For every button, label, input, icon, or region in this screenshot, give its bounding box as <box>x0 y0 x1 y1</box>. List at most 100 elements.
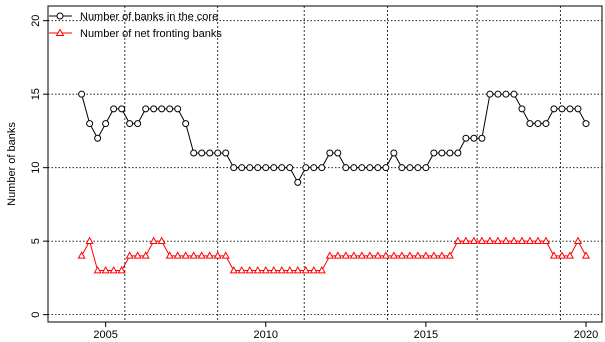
series-core-point <box>574 105 582 113</box>
series-core-point <box>422 164 430 172</box>
series-fronting-point <box>565 251 575 259</box>
series-core-point <box>278 164 286 172</box>
series-fronting-point <box>461 236 470 244</box>
series-fronting-point <box>373 251 382 259</box>
series-fronting-point <box>109 266 118 274</box>
series-fronting-point <box>133 251 142 259</box>
series-fronting-point <box>437 251 446 259</box>
series-core-point <box>526 120 534 128</box>
series-fronting-point <box>157 236 166 244</box>
x-tick-label: 2005 <box>93 329 117 341</box>
series-core-point <box>414 164 422 172</box>
axes: 0 5 10 15 20 2005 2010 2015 2020 <box>30 15 598 341</box>
series-fronting-point <box>213 251 222 259</box>
series-core-point <box>358 164 366 172</box>
series-core-point <box>430 149 438 157</box>
series-core-point <box>334 149 342 157</box>
series-core-point <box>454 149 462 157</box>
series-fronting-point <box>101 266 110 274</box>
series-core-point <box>398 164 406 172</box>
series-core-point <box>286 164 294 172</box>
series-core-point <box>470 134 478 142</box>
series-fronting-point <box>573 236 583 244</box>
series-core-point <box>174 105 182 113</box>
series-fronting-point <box>429 251 438 259</box>
series-core-point <box>294 178 302 186</box>
series-core-point <box>518 105 526 113</box>
series-core-line <box>81 93 587 184</box>
series-core-point <box>486 90 494 98</box>
series-fronting-point <box>317 266 326 274</box>
series-core-point <box>110 105 118 113</box>
series-core-point <box>246 164 254 172</box>
series-fronting-point <box>493 236 502 244</box>
series-fronting-point <box>229 266 238 274</box>
series-fronting-point <box>349 251 358 259</box>
series-core-point <box>214 149 222 157</box>
series-fronting-point <box>509 236 518 244</box>
series-core-point <box>118 105 126 113</box>
series-fronting-point <box>125 251 134 259</box>
series-core-point <box>78 90 86 98</box>
series-core-point <box>206 149 214 157</box>
series-core-point <box>494 90 502 98</box>
series-core-point <box>230 164 238 172</box>
series-fronting-point <box>261 266 270 274</box>
series-fronting-line <box>81 239 587 272</box>
series-core-point <box>342 164 350 172</box>
series-fronting-point <box>277 266 286 274</box>
series-core-point <box>254 164 262 172</box>
x-tick-label: 2010 <box>254 329 278 341</box>
series-fronting-point <box>549 251 559 259</box>
series-core-point <box>262 164 270 172</box>
series-fronting-point <box>333 251 342 259</box>
series-core-point <box>350 164 358 172</box>
series-fronting-point <box>77 251 86 259</box>
series-core-point <box>86 120 94 128</box>
legend-fronting-marker <box>55 28 65 36</box>
series-fronting-point <box>245 266 254 274</box>
series-fronting-point <box>453 236 462 244</box>
series-core-point <box>270 164 278 172</box>
series-fronting-point <box>557 251 567 259</box>
series-core-point <box>94 134 102 142</box>
series-fronting-point <box>477 236 486 244</box>
y-tick-label: 20 <box>30 15 42 27</box>
series-core-point <box>126 120 134 128</box>
series-fronting-point <box>325 251 334 259</box>
series-fronting-point <box>93 266 102 274</box>
series-fronting-point <box>221 251 230 259</box>
y-axis-label: Number of banks <box>6 122 18 206</box>
series-fronting-point <box>469 236 478 244</box>
series-fronting-point <box>85 236 94 244</box>
series-core-point <box>558 105 566 113</box>
series-fronting-point <box>485 236 494 244</box>
series-core-point <box>326 149 334 157</box>
series-core-point <box>366 164 374 172</box>
x-tick-label: 2020 <box>574 329 598 341</box>
series-fronting-point <box>397 251 406 259</box>
series-core-point <box>238 164 246 172</box>
series-core-point <box>502 90 510 98</box>
series-core-point <box>550 105 558 113</box>
series-core-point <box>478 134 486 142</box>
series-fronting-point <box>309 266 318 274</box>
legend: Number of banks in the core Number of ne… <box>49 11 222 40</box>
series <box>77 90 591 274</box>
series-fronting-point <box>165 251 174 259</box>
series-core-point <box>182 120 190 128</box>
series-fronting-point <box>301 266 310 274</box>
legend-fronting-label: Number of net fronting banks <box>80 28 222 40</box>
series-fronting-point <box>581 251 591 259</box>
series-core-point <box>318 164 326 172</box>
series-fronting-point <box>533 236 543 244</box>
series-core-point <box>374 164 382 172</box>
series-core-point <box>142 105 150 113</box>
series-fronting-point <box>405 251 414 259</box>
series-fronting-point <box>525 236 534 244</box>
series-core-point <box>158 105 166 113</box>
series-fronting-point <box>293 266 302 274</box>
series-fronting-point <box>141 251 150 259</box>
series-core-point <box>510 90 518 98</box>
series-fronting-point <box>269 266 278 274</box>
